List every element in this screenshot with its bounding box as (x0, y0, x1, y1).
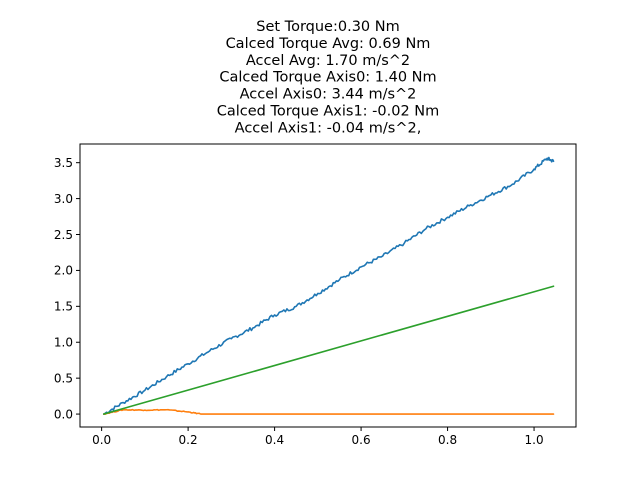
title-line-6: Accel Axis1: -0.04 m/s^2, (235, 120, 422, 136)
title-line-4: Accel Axis0: 3.44 m/s^2 (240, 87, 417, 103)
x-tick-label-1: 0.2 (179, 433, 198, 447)
y-tick-label-5: 2.5 (54, 228, 73, 242)
y-tick-label-4: 2.0 (54, 264, 73, 278)
x-tick-label-3: 0.6 (352, 433, 371, 447)
y-axis-ticks: 0.0 0.5 1.0 1.5 2.0 2.5 3.0 3.5 (54, 156, 80, 421)
series-lines (102, 156, 555, 415)
axes-frame (79, 143, 577, 428)
y-tick-label-2: 1.0 (54, 336, 73, 350)
title-line-1: Calced Torque Avg: 0.69 Nm (226, 36, 431, 52)
y-tick-label-1: 0.5 (54, 371, 73, 385)
y-tick-label-0: 0.0 (54, 407, 73, 421)
y-tick-label-6: 3.0 (54, 192, 73, 206)
series-line-1 (102, 408, 555, 415)
y-tick-label-7: 3.5 (54, 156, 73, 170)
series-line-0 (102, 156, 555, 415)
y-tick-label-3: 1.5 (54, 300, 73, 314)
title-line-5: Calced Torque Axis1: -0.02 Nm (217, 104, 440, 120)
series-line-2 (102, 285, 555, 415)
x-tick-label-2: 0.4 (265, 433, 284, 447)
x-tick-label-0: 0.0 (92, 433, 111, 447)
x-tick-label-5: 1.0 (525, 433, 544, 447)
x-axis-ticks: 0.0 0.2 0.4 0.6 0.8 1.0 (92, 427, 544, 447)
x-tick-label-4: 0.8 (438, 433, 457, 447)
title-line-3: Calced Torque Axis0: 1.40 Nm (219, 70, 436, 86)
title-line-0: Set Torque:0.30 Nm (256, 19, 399, 35)
title-line-2: Accel Avg: 1.70 m/s^2 (246, 53, 410, 69)
